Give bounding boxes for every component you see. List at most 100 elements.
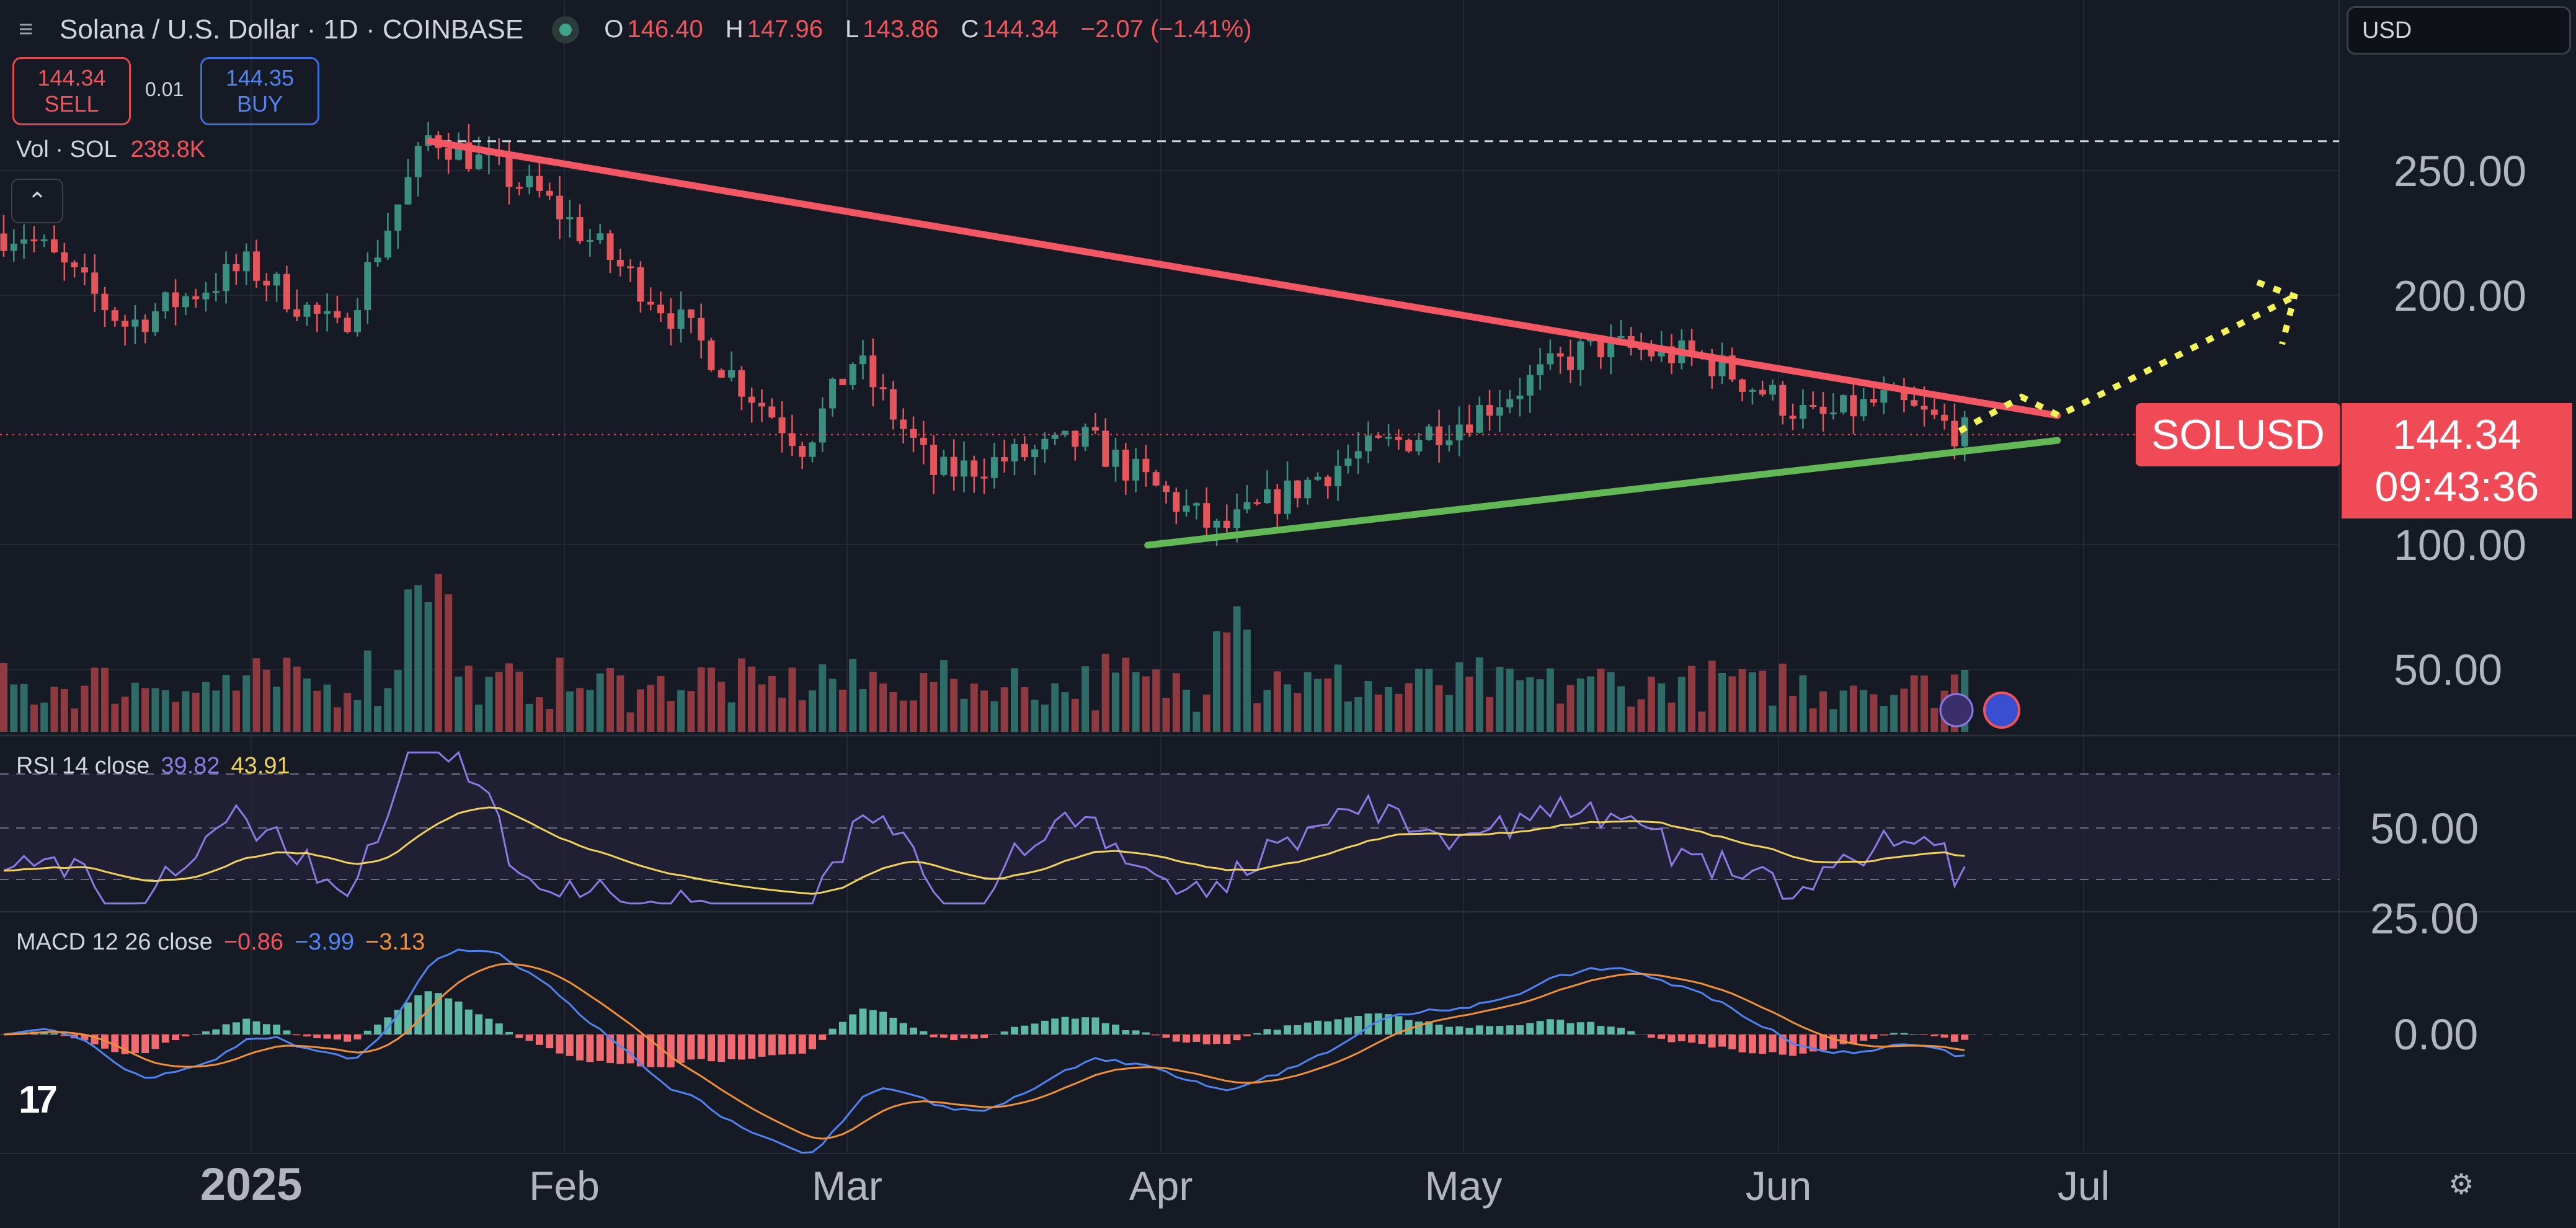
candle-body: [1739, 379, 1746, 392]
volume-bar: [798, 700, 806, 732]
volume-bar: [404, 589, 412, 732]
volume-bar: [1516, 680, 1524, 732]
volume-bar: [677, 690, 685, 732]
volume-bar: [1395, 693, 1403, 732]
volume-bar: [1000, 687, 1008, 732]
volume-bar: [141, 688, 149, 732]
macd-hist-bar: [849, 1014, 857, 1034]
collapse-legend-button[interactable]: ⌃: [11, 179, 63, 223]
candle-body: [1294, 480, 1301, 499]
rsi-legend[interactable]: RSI 14 close 39.82 43.91: [16, 753, 290, 779]
candle-body: [1102, 430, 1109, 467]
symbol-title[interactable]: Solana / U.S. Dollar · 1D · COINBASE: [60, 14, 524, 45]
volume-bar: [960, 698, 968, 732]
candle-body: [1900, 388, 1908, 401]
macd-hist-bar: [1294, 1025, 1302, 1034]
price-tick: 100.00: [2394, 521, 2526, 569]
price-tick: 250.00: [2394, 147, 2526, 195]
candle-body: [1425, 426, 1432, 440]
macd-hist-bar: [475, 1014, 483, 1034]
candle-body: [849, 364, 856, 385]
candle-body: [101, 293, 109, 311]
sell-button[interactable]: 144.34 SELL: [12, 57, 131, 125]
volume-bar: [910, 700, 917, 732]
volume-bar: [1870, 694, 1878, 732]
rsi-tick: 50.00: [2370, 804, 2479, 853]
macd-hist-bar: [1071, 1018, 1079, 1034]
volume-bar: [1142, 676, 1150, 732]
candle-body: [1668, 346, 1675, 363]
candle-body: [1233, 509, 1241, 528]
candle-body: [1789, 416, 1797, 419]
buy-label: BUY: [236, 91, 283, 117]
price-tick: 200.00: [2394, 272, 2526, 320]
candle-body: [263, 280, 270, 286]
settings-icon[interactable]: ⚙: [2448, 1168, 2474, 1200]
projection-path: [1958, 293, 2296, 434]
macd-legend[interactable]: MACD 12 26 close −0.86 −3.99 −3.13: [16, 929, 425, 955]
price-axis: 250.00 200.00 100.00 50.00 50.00 25.00 0.00: [2370, 147, 2526, 1059]
macd-hist-bar: [1617, 1028, 1625, 1034]
volume-bar: [1243, 630, 1251, 732]
volume-bar: [1294, 693, 1302, 732]
candle-body: [829, 378, 837, 409]
macd-hist-bar: [485, 1018, 493, 1034]
buy-button[interactable]: 144.35 BUY: [200, 57, 319, 125]
macd-hist-bar: [910, 1027, 917, 1034]
macd-hist-bar: [1243, 1034, 1251, 1036]
candle-body: [1516, 395, 1524, 399]
macd-hist-bar: [161, 1034, 169, 1043]
chart-header: ≡ Solana / U.S. Dollar · 1D · COINBASE O…: [0, 0, 1271, 59]
candle-body: [1274, 489, 1281, 514]
macd-hist-bar: [1738, 1034, 1746, 1052]
ohlc-values: O 146.40 H 147.96 L 143.86 C 144.34 −2.07 (−…: [604, 16, 1252, 43]
candle-body: [556, 195, 563, 220]
candle-body: [1021, 444, 1028, 458]
last-price-label: 144.34 09:43:36: [2342, 403, 2572, 518]
candle-body: [10, 243, 17, 251]
candle-body: [758, 403, 765, 407]
rsi-ma-line: [3, 806, 1965, 895]
volume-bar: [363, 650, 371, 732]
macd-hist-bar: [1880, 1034, 1888, 1036]
candle-body: [1759, 389, 1766, 395]
volume-bar: [1425, 669, 1433, 732]
last-price: 144.34: [2392, 411, 2521, 458]
macd-hist-bar: [1395, 1016, 1403, 1034]
candle-body: [1142, 458, 1150, 473]
candle-body: [1213, 520, 1220, 528]
macd-hist-bar: [495, 1023, 503, 1034]
macd-hist-bar: [1506, 1025, 1514, 1034]
macd-hist-bar: [515, 1034, 523, 1038]
volume-bar: [1465, 676, 1473, 732]
volume-bar: [1213, 631, 1220, 732]
volume-bar: [242, 675, 251, 732]
tradingview-logo-icon[interactable]: 17: [19, 1079, 58, 1121]
volume-legend[interactable]: Vol · SOL 238.8K: [16, 136, 206, 162]
currency-select[interactable]: USD: [2347, 6, 2571, 55]
candle-body: [1749, 389, 1756, 392]
volume-bar: [464, 665, 473, 732]
candle-body: [1577, 341, 1584, 370]
candle-body: [1173, 492, 1180, 512]
macd-hist-bar: [1202, 1034, 1210, 1044]
volume-bar: [939, 660, 948, 732]
macd-hist-bar: [151, 1034, 159, 1049]
volume-bar: [1728, 676, 1736, 732]
candle-body: [940, 456, 948, 475]
macd-hist-bar: [636, 1034, 644, 1067]
macd-hist-bar: [566, 1034, 574, 1056]
volume-bar: [323, 684, 331, 732]
volume-bar: [30, 704, 38, 732]
volume-bar: [1587, 676, 1595, 732]
volume-bar: [384, 688, 392, 732]
volume-bar: [1455, 662, 1463, 732]
menu-icon[interactable]: ≡: [19, 16, 33, 43]
volume-bar: [869, 672, 877, 732]
macd-hist-bar: [748, 1034, 756, 1059]
macd-hist-bar: [374, 1025, 382, 1034]
candle-body: [900, 419, 907, 429]
macd-hist-bar: [1950, 1034, 1958, 1042]
macd-hist-bar: [1324, 1021, 1332, 1034]
